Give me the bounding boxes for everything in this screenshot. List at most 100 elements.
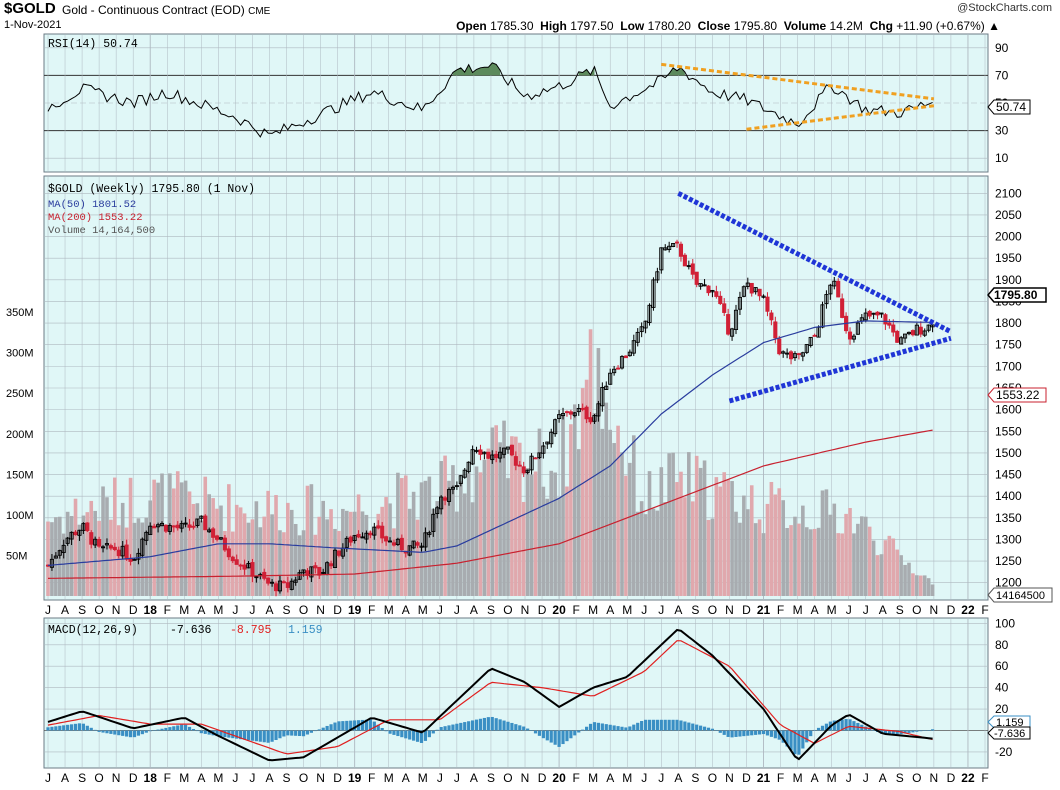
candle-body <box>612 368 617 374</box>
macd-histogram-bar <box>769 730 773 737</box>
rsi-value-tag: 50.74 <box>987 99 1031 115</box>
candle-body <box>796 353 801 356</box>
candle-body <box>458 475 463 484</box>
candle-body <box>376 525 381 529</box>
candle-body <box>199 515 204 519</box>
candle-body <box>73 531 78 536</box>
volume-bar <box>600 428 605 596</box>
macd-histogram-bar <box>746 730 750 736</box>
macd-histogram-bar <box>242 730 247 740</box>
volume-bar <box>388 503 392 596</box>
candle-body <box>234 559 239 565</box>
candle-body <box>144 531 149 541</box>
x-axis-label: J <box>454 771 460 785</box>
candle-body <box>211 528 216 538</box>
volume-bar <box>321 500 326 596</box>
volume-bar <box>439 461 443 596</box>
x-axis-label: O <box>503 603 512 617</box>
volume-bar <box>781 500 785 596</box>
macd-histogram-bar <box>754 730 758 735</box>
volume-bar <box>604 402 609 596</box>
candle-body <box>521 466 526 474</box>
volume-bar <box>804 527 809 596</box>
x-axis-label: D <box>538 603 547 617</box>
signal-legend-value: -8.795 <box>230 624 272 637</box>
candle-body <box>722 303 727 313</box>
macd-histogram-bar <box>832 720 836 731</box>
x-axis-label: 22 <box>961 603 975 617</box>
candle-body <box>411 540 416 549</box>
volume-bar <box>396 472 400 596</box>
candle-body <box>824 294 829 305</box>
x-axis-label: J <box>863 603 869 617</box>
volume-bar <box>694 455 699 596</box>
trendlines <box>661 62 953 404</box>
watermark: @StockCharts.com <box>957 2 1052 14</box>
macd-histogram-bar <box>722 730 726 735</box>
volume-bar <box>494 425 498 596</box>
volume-bar <box>891 538 896 596</box>
macd-histogram-bar <box>561 730 565 745</box>
macd-histogram-bar <box>415 730 420 742</box>
volume-bar <box>690 501 695 596</box>
candle-body <box>136 552 141 560</box>
candle-body <box>246 563 251 569</box>
macd-histogram-bar <box>353 720 357 731</box>
macd-histogram-bar <box>412 730 416 741</box>
x-axis-label: A <box>470 603 478 617</box>
volume-bar <box>211 498 215 596</box>
volume-bar <box>860 516 864 596</box>
volume-bar <box>824 489 829 596</box>
macd-histogram-bar <box>270 730 274 742</box>
candle-body <box>167 525 172 532</box>
macd-histogram-bar <box>911 730 915 733</box>
macd-histogram-bar <box>325 725 329 731</box>
macd-histogram-bar <box>349 720 353 731</box>
volume-bar <box>616 425 620 596</box>
macd-histogram-bar <box>187 726 192 731</box>
macd-histogram-bar <box>396 730 400 737</box>
macd-histogram-bar <box>789 730 793 751</box>
volume-bar <box>156 482 160 596</box>
volume-bar <box>793 516 797 596</box>
candle-body <box>639 326 644 333</box>
candle-body <box>238 564 243 567</box>
x-axis-label: F <box>164 771 171 785</box>
macd-histogram-bar <box>624 727 628 731</box>
volume-bar <box>687 452 691 596</box>
x-axis-label: F <box>368 603 375 617</box>
macd-histogram-bar <box>333 722 337 731</box>
macd-histogram-bar <box>329 724 333 731</box>
macd-histogram-bar <box>702 726 707 731</box>
volume-bar <box>647 471 652 596</box>
volume-bar <box>250 519 255 596</box>
candle-body <box>545 441 550 445</box>
volume-bar <box>918 575 923 596</box>
volume-bar <box>215 508 219 596</box>
macd-histogram-bar <box>337 721 341 731</box>
volume-bar <box>325 519 329 596</box>
macd-histogram-bar <box>506 721 510 731</box>
macd-histogram-bar <box>66 724 70 731</box>
x-axis-label: M <box>418 771 428 785</box>
macd-histogram-bar <box>801 730 805 749</box>
volume-bars <box>46 329 935 596</box>
volume-bar <box>172 488 176 596</box>
volume-bar <box>545 498 550 596</box>
volume-bar <box>258 527 263 596</box>
candle-body <box>887 322 892 326</box>
rsi-tick-label: 10 <box>995 151 1009 165</box>
macd-histogram-bar <box>97 730 101 732</box>
candle-body <box>741 286 746 297</box>
x-axis-label: N <box>521 603 530 617</box>
x-axis-label: D <box>129 603 138 617</box>
macd-histogram-bar <box>246 730 251 741</box>
candle-body <box>505 446 511 450</box>
macd-histogram-bar <box>423 730 428 741</box>
candle-body <box>686 265 691 268</box>
volume-bar <box>246 522 251 596</box>
candle-body <box>682 254 687 267</box>
candle-body <box>616 367 621 370</box>
candle-body <box>765 296 770 312</box>
